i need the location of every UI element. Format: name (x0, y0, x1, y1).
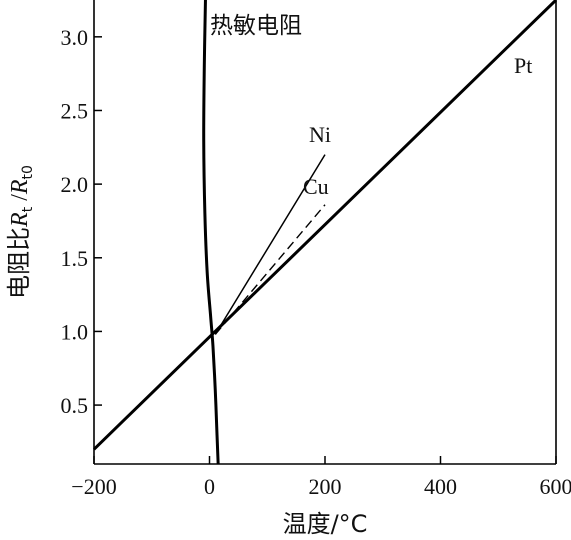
x-tick-label: 600 (540, 474, 571, 499)
y-tick-label: 3.0 (61, 25, 89, 50)
series-thermistor-curve (202, 0, 220, 465)
x-ticks: −200 0 200 400 600 (71, 456, 571, 499)
x-tick-label: 0 (204, 474, 215, 499)
series-label-thermistor: 热敏电阻 (210, 13, 302, 39)
y-axis-label-slash: / (7, 194, 33, 207)
y-tick-label: 2.5 (61, 98, 89, 123)
y-tick-label: 1.0 (61, 319, 89, 344)
y-axis-label-symbol1: R (7, 212, 33, 228)
series-label-ni: Ni (309, 122, 331, 147)
series-layer (92, 0, 558, 465)
series-cu-line (214, 204, 326, 335)
y-axis-label-symbol2: R (7, 179, 33, 195)
y-tick-label: 2.0 (61, 172, 89, 197)
label-layer: 热敏电阻 Pt Ni Cu 温度/°C 电阻比Rt /Rt0 (5, 13, 532, 538)
series-ni-line (214, 154, 326, 335)
series-label-cu: Cu (303, 174, 329, 199)
x-tick-label: 200 (309, 474, 342, 499)
y-axis-label-prefix: 电阻比 (5, 227, 33, 299)
x-tick-label: −200 (71, 474, 116, 499)
x-tick-label: 400 (424, 474, 457, 499)
plot-frame (93, 0, 557, 465)
y-axis-label-sub2: t0 (20, 165, 36, 179)
x-axis-label: 温度/°C (283, 510, 368, 538)
series-pt-line (92, 0, 558, 451)
y-axis-label: 电阻比Rt /Rt0 (5, 165, 36, 299)
y-axis-label-sub1: t (20, 206, 36, 212)
y-tick-label: 1.5 (61, 246, 89, 271)
y-tick-label: 0.5 (61, 393, 89, 418)
series-label-pt: Pt (514, 53, 532, 78)
y-ticks: 0.5 1.0 1.5 2.0 2.5 3.0 (61, 25, 102, 418)
